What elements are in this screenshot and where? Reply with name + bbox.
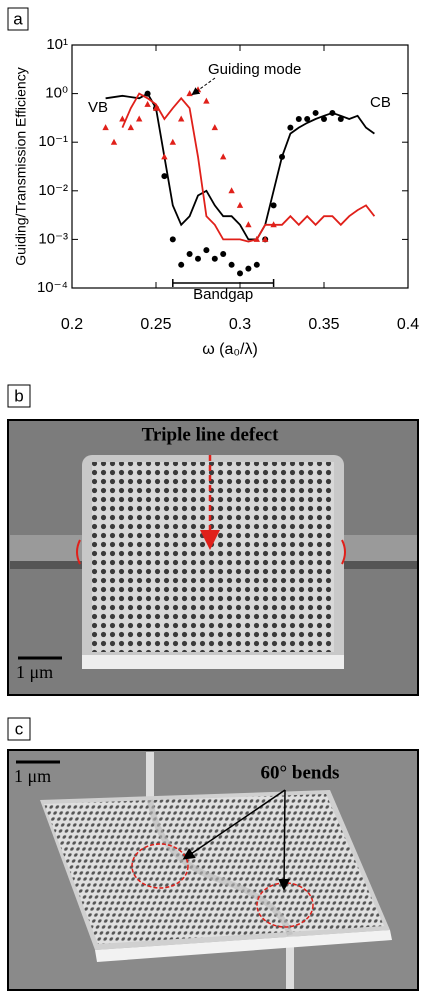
data-point [337, 116, 344, 123]
plot-frame [71, 44, 409, 289]
data-point [161, 173, 168, 180]
data-point [211, 124, 218, 131]
sem-image [7, 419, 419, 696]
data-point [245, 221, 252, 228]
data-point [203, 97, 210, 104]
y-tick-label: 10⁰ [45, 85, 68, 102]
data-point [329, 109, 336, 116]
x-tick-label: 0.35 [308, 316, 339, 333]
annotation: 60° bends [261, 762, 340, 783]
scale-bar-label: 1 μm [16, 662, 53, 682]
data-point [237, 270, 243, 277]
data-point [287, 124, 294, 131]
data-point [253, 261, 260, 268]
data-point [144, 90, 151, 97]
data-point [279, 153, 285, 160]
sem-image [7, 749, 419, 991]
x-axis-label: ω (a₀/λ) [202, 341, 258, 358]
data-point [169, 236, 176, 243]
data-point [270, 202, 277, 209]
y-tick-label: 10⁻¹ [38, 133, 68, 150]
y-tick-label: 10⁻⁴ [37, 279, 68, 296]
data-point [178, 261, 185, 268]
y-tick-label: 10⁻³ [38, 230, 68, 247]
data-line [121, 92, 376, 243]
annotation: Guiding mode [208, 61, 301, 78]
y-tick-label: 10¹ [46, 36, 68, 53]
data-point [136, 115, 143, 122]
panel-label: b [14, 386, 23, 405]
x-tick-label: 0.3 [229, 316, 251, 333]
data-point [178, 115, 185, 122]
data-point [152, 104, 160, 111]
y-tick-label: 10⁻² [38, 182, 68, 199]
data-point [127, 124, 134, 131]
y-axis-label: Guiding/Transmission Efficiency [13, 67, 29, 265]
data-point [186, 251, 193, 258]
bandgap-bracket [172, 279, 275, 287]
annotation: CB [370, 94, 391, 111]
data-point [102, 124, 109, 131]
data-point [245, 265, 252, 272]
data-point [295, 116, 302, 123]
chart: 10⁻⁴ 10⁻³ 10⁻² 10⁻¹ 10⁰ 10¹ 0.2 0.25 0.3 0.35 0.4 ω… [13, 36, 420, 358]
data-point [228, 261, 235, 268]
panel-label: a [13, 9, 23, 28]
data-point [253, 235, 260, 242]
data-point [262, 235, 269, 242]
data-point [194, 86, 202, 93]
panel-label: c [15, 719, 24, 738]
data-point [144, 100, 151, 107]
data-point [203, 247, 210, 254]
data-point [220, 153, 227, 160]
data-point [186, 90, 193, 97]
panel-label-box [7, 717, 31, 741]
data-point [220, 251, 227, 258]
panel-label-box [7, 7, 29, 31]
data-point [236, 201, 244, 208]
data-point [312, 109, 319, 116]
data-point [321, 116, 327, 123]
data-point [161, 153, 168, 160]
data-point [195, 255, 201, 262]
data-point [270, 221, 277, 228]
x-tick-label: 0.2 [61, 316, 83, 333]
data-point [169, 138, 176, 145]
data-point [119, 115, 126, 122]
x-tick-label: 0.25 [140, 316, 171, 333]
annotation: Bandgap [193, 286, 253, 303]
data-point [110, 138, 118, 145]
annotation-arrow [191, 77, 216, 96]
panel-label-box [7, 384, 31, 408]
image-title: Triple line defect [142, 424, 280, 445]
data-point [304, 116, 311, 123]
annotation: VB [88, 99, 108, 116]
x-tick-label: 0.4 [397, 316, 419, 333]
data-point [228, 187, 235, 194]
data-point [211, 255, 218, 262]
scale-bar-label: 1 μm [14, 766, 51, 786]
